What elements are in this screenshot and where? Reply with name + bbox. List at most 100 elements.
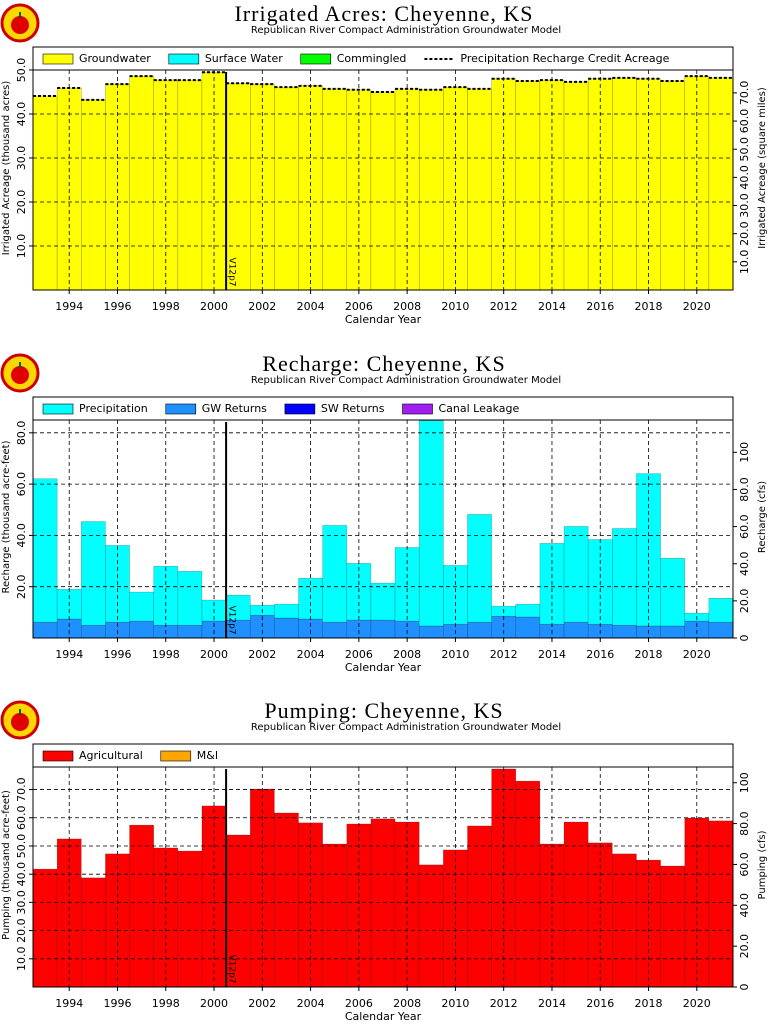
bar (56, 618, 82, 639)
x-tick-label: 2014 (538, 648, 566, 661)
y-tick-label: 30.0 (15, 146, 28, 171)
y2-tick-label: 50.0 (738, 137, 751, 162)
bar (467, 621, 492, 639)
bar (322, 525, 348, 623)
y2-tick-label: 80.0 (738, 477, 751, 502)
bar (708, 621, 734, 639)
x-axis-label: Calendar Year (345, 313, 422, 326)
x-tick-label: 2018 (635, 997, 663, 1010)
bar (201, 71, 227, 291)
x-tick-label: 2008 (393, 997, 421, 1010)
plot-frame (32, 743, 734, 988)
chart-title: Irrigated Acres: Cheyenne, KS (234, 1, 533, 26)
chart-subtitle: Republican River Compact Administration … (251, 722, 561, 733)
x-tick-label: 2020 (683, 997, 711, 1010)
bar (515, 80, 541, 291)
bar (177, 624, 203, 639)
bar (660, 557, 685, 627)
y-tick-label: 60.0 (15, 472, 28, 497)
bar (612, 77, 637, 291)
x-tick-label: 2014 (538, 300, 566, 313)
bar (660, 80, 685, 291)
bar (515, 616, 541, 639)
legend-label: M&I (197, 749, 218, 762)
bar (612, 624, 637, 639)
x-tick-label: 2018 (635, 648, 663, 661)
bar (612, 853, 637, 988)
bar (346, 619, 372, 639)
y2-axis-label: Irrigated Acreage (square miles) (757, 87, 768, 249)
bar (129, 824, 154, 988)
bar (563, 621, 589, 639)
bar (129, 75, 154, 291)
x-tick-label: 1994 (55, 300, 83, 313)
bar (32, 621, 58, 639)
legend-swatch (402, 403, 433, 415)
y-axis-label: Pumping (thousand acre-feet) (1, 790, 12, 940)
y2-tick-label: 30.0 (738, 193, 751, 218)
y2-tick-label: 60.0 (738, 852, 751, 877)
legend-swatch (42, 750, 74, 762)
y-tick-label: 80.0 (15, 421, 28, 446)
bar (370, 619, 396, 639)
y2-tick-label: 20.0 (738, 221, 751, 246)
logo (0, 353, 40, 393)
bar (32, 95, 58, 291)
x-tick-label: 2018 (635, 300, 663, 313)
chart-title: Pumping: Cheyenne, KS (264, 698, 503, 723)
bar (274, 812, 299, 988)
legend-swatch (42, 403, 74, 415)
x-tick-label: 2000 (200, 648, 228, 661)
y2-tick-label: 80.0 (738, 811, 751, 836)
bar (274, 617, 299, 639)
bar (418, 420, 444, 627)
annotation-label: V12p7 (227, 605, 237, 634)
bar (370, 818, 396, 988)
legend-swatch (168, 53, 200, 65)
bar (177, 79, 203, 291)
chart-subtitle: Republican River Compact Administration … (251, 25, 561, 36)
bar (563, 821, 589, 988)
y-tick-label: 20.0 (15, 574, 28, 599)
bar (32, 868, 58, 988)
y-tick-label: 50.0 (15, 834, 28, 859)
y2-tick-label: 40.0 (738, 551, 751, 576)
y-tick-label: 20.0 (15, 918, 28, 943)
bar (708, 77, 734, 291)
legend-label: SW Returns (321, 402, 385, 415)
bar (418, 89, 444, 291)
x-axis-label: Calendar Year (345, 661, 422, 674)
y-axis-label: Irrigated Acreage (thousand acres) (1, 81, 12, 256)
x-tick-label: 2006 (345, 648, 373, 661)
bar (177, 850, 203, 988)
x-tick-label: 2016 (586, 300, 614, 313)
x-tick-label: 2000 (200, 300, 228, 313)
y-tick-label: 40.0 (15, 102, 28, 127)
y-tick-label: 40.0 (15, 862, 28, 887)
y2-tick-label: 40.0 (738, 165, 751, 190)
annotation-label: V12p7 (227, 954, 237, 983)
x-tick-label: 2002 (248, 997, 276, 1010)
y-axis-label: Recharge (thousand acre-feet) (1, 440, 12, 593)
bar (322, 621, 348, 639)
x-tick-label: 2006 (345, 997, 373, 1010)
bar (81, 624, 106, 639)
legend-label: Surface Water (205, 52, 283, 65)
bar (177, 571, 203, 626)
y-tick-label: 10.0 (15, 234, 28, 259)
y2-tick-label: 0 (738, 635, 751, 642)
bar (32, 478, 58, 623)
x-tick-label: 2004 (297, 997, 325, 1010)
bar (322, 88, 348, 291)
bar (129, 591, 154, 622)
x-tick-label: 1998 (152, 997, 180, 1010)
y2-tick-label: 20.0 (738, 934, 751, 959)
bar (370, 91, 396, 291)
y2-tick-label: 20.0 (738, 589, 751, 614)
x-tick-label: 2012 (490, 300, 518, 313)
x-axis-label: Calendar Year (345, 1010, 422, 1023)
chart-subtitle: Republican River Compact Administration … (251, 375, 561, 386)
legend-label: Agricultural (79, 749, 143, 762)
x-tick-label: 2008 (393, 648, 421, 661)
bar (298, 618, 323, 639)
